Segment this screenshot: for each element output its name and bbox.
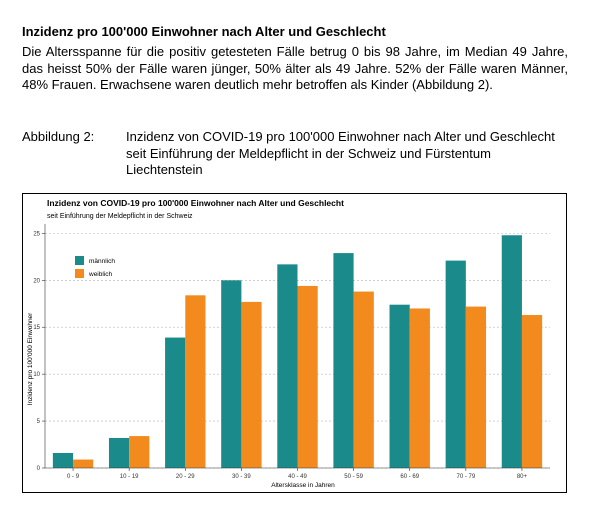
y-tick-label: 20: [33, 278, 40, 284]
figure-caption: Inzidenz von COVID-19 pro 100'000 Einwoh…: [126, 129, 555, 177]
section-heading: Inzidenz pro 100'000 Einwohner nach Alte…: [22, 24, 386, 39]
bar-weiblich: [129, 436, 150, 468]
legend-swatch-weiblich: [75, 269, 84, 278]
bar-männlich: [389, 304, 410, 468]
bar-chart: Inzidenz von COVID-19 pro 100'000 Einwoh…: [27, 198, 550, 489]
x-tick-label: 10 - 19: [120, 474, 139, 480]
chart-subtitle: seit Einführung der Meldepflicht in der …: [47, 213, 193, 220]
x-tick-label: 0 - 9: [67, 474, 80, 480]
bar-weiblich: [465, 306, 487, 468]
chart-title: Inzidenz von COVID-19 pro 100'000 Einwoh…: [47, 198, 344, 208]
y-axis-label: Inzidenz pro 100'000 Einwohner: [27, 312, 34, 406]
bar-weiblich: [241, 301, 262, 468]
x-axis-label: Altersklasse in Jahren: [271, 482, 335, 489]
bar-männlich: [108, 437, 130, 468]
x-tick-label: 60 - 69: [400, 474, 419, 480]
x-tick-label: 80+: [517, 474, 528, 480]
x-tick-label: 50 - 59: [344, 474, 363, 480]
bar-weiblich: [185, 295, 206, 468]
bar-männlich: [52, 452, 74, 468]
y-tick-label: 5: [37, 419, 41, 425]
bar-männlich: [445, 260, 466, 468]
legend-label-männlich: männlich: [89, 258, 115, 265]
chart-container: Inzidenz von COVID-19 pro 100'000 Einwoh…: [22, 193, 567, 493]
y-tick-label: 0: [37, 466, 41, 472]
bar-männlich: [277, 264, 298, 468]
x-tick-label: 20 - 29: [176, 474, 195, 480]
legend-swatch-männlich: [75, 256, 84, 265]
x-tick-label: 40 - 49: [288, 474, 307, 480]
y-tick-label: 15: [33, 325, 40, 331]
legend-label-weiblich: weiblich: [88, 271, 113, 278]
bar-weiblich: [521, 315, 543, 468]
x-tick-label: 70 - 79: [456, 474, 475, 480]
bar-männlich: [221, 280, 242, 468]
bar-männlich: [501, 235, 522, 468]
bar-weiblich: [409, 308, 430, 468]
bar-männlich: [333, 253, 354, 468]
bar-weiblich: [73, 459, 94, 468]
bar-weiblich: [297, 285, 318, 468]
bar-weiblich: [353, 291, 374, 468]
y-tick-label: 25: [33, 231, 40, 237]
section-paragraph: Die Altersspanne für die positiv geteste…: [22, 44, 568, 92]
figure-label: Abbildung 2:: [22, 129, 95, 144]
x-tick-label: 30 - 39: [232, 474, 251, 480]
bar-männlich: [165, 337, 186, 468]
y-tick-label: 10: [33, 372, 40, 378]
